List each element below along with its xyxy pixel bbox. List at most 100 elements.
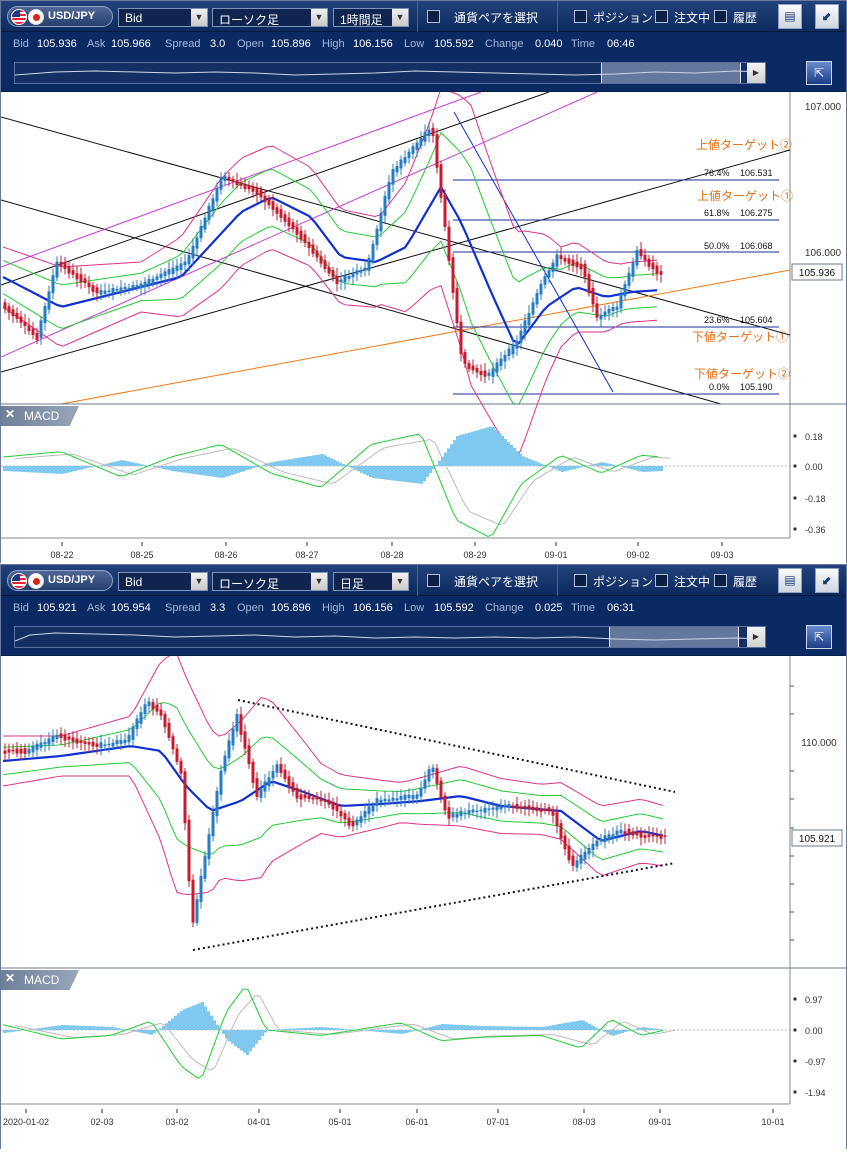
chart-type-select[interactable]: ローソク足 ▼ [212, 572, 328, 591]
navigator-window[interactable] [601, 63, 741, 83]
currency-pair-button[interactable]: USD/JPY [7, 570, 113, 591]
export-icon[interactable]: ▤ [778, 4, 802, 29]
macd-bar [480, 429, 483, 466]
price-type-select[interactable]: Bid ▼ [118, 8, 208, 27]
jump-latest-icon[interactable]: ⇱ [806, 61, 832, 85]
select-pair-checkbox[interactable] [427, 574, 440, 587]
candle-body [404, 795, 407, 800]
moving-average [3, 746, 663, 840]
macd-bar [186, 1008, 189, 1030]
candle-body [368, 806, 371, 814]
high-value: 106.156 [353, 38, 393, 50]
candle-body [340, 279, 343, 282]
macd-bar [351, 466, 354, 468]
jump-latest-icon[interactable]: ⇱ [806, 625, 832, 649]
candle-body [96, 287, 99, 293]
candle-body [600, 839, 603, 841]
history-checkbox[interactable] [714, 574, 727, 587]
candle-body [476, 368, 479, 373]
candle-body [84, 278, 87, 283]
time-value: 06:46 [607, 38, 635, 50]
macd-bar [450, 444, 453, 466]
candle-body [492, 808, 495, 810]
date-label: 08-27 [295, 550, 318, 560]
candle-body [628, 829, 631, 835]
candle-body [156, 705, 159, 712]
price-chart[interactable]: 110.000 105.921 0.97 0.00 -0.97 -1.94 [1, 656, 846, 1150]
navigator-next-icon[interactable]: ▶ [747, 627, 765, 647]
collapse-icon[interactable]: ⬋ [815, 4, 839, 29]
macd-bar [549, 1026, 552, 1030]
macd-bar [192, 1006, 195, 1030]
macd-bar [603, 463, 606, 467]
macd-bar [558, 1024, 561, 1030]
macd-bar [432, 1026, 435, 1030]
navigator-scrollbar[interactable]: ▶ [14, 62, 766, 84]
candle-body [364, 268, 367, 271]
candle-body [540, 809, 543, 812]
price-chart[interactable]: 107.000 106.000 76.4% 106. [1, 92, 846, 564]
close-icon[interactable]: ✕ [5, 407, 15, 421]
candle-body [456, 288, 459, 323]
candle-body [28, 326, 31, 331]
macd-bar [546, 1026, 549, 1030]
svg-text:0.97: 0.97 [805, 995, 823, 1005]
macd-bar [504, 439, 507, 466]
history-checkbox[interactable] [714, 10, 727, 23]
candle-body [552, 810, 555, 816]
bollinger-bands [3, 656, 663, 895]
macd-bar [408, 466, 411, 482]
navigator-window[interactable] [609, 627, 739, 647]
macd-bar [231, 1030, 234, 1044]
macd-bar [111, 1027, 114, 1030]
candle-body [600, 315, 603, 320]
candle-body [512, 344, 515, 354]
macd-bar [90, 1026, 93, 1030]
candle-body [80, 274, 83, 282]
macd-bar [660, 466, 663, 471]
candle-body [464, 813, 467, 815]
timeframe-select[interactable]: 1時間足 ▼ [333, 8, 409, 27]
macd-bar [198, 466, 201, 475]
candle-body [340, 811, 343, 816]
price-type-select[interactable]: Bid ▼ [118, 572, 208, 591]
candle-body [172, 268, 175, 274]
macd-bar [405, 466, 408, 482]
collapse-icon[interactable]: ⬋ [815, 568, 839, 593]
orders-checkbox[interactable] [655, 10, 668, 23]
candle-body [636, 250, 639, 266]
timeframe-select[interactable]: 日足 ▼ [333, 572, 409, 591]
candle-body [444, 796, 447, 811]
bollinger-inner-upper [3, 133, 657, 285]
macd-bar [228, 466, 231, 476]
candle-body [176, 748, 179, 761]
navigator-scrollbar[interactable]: ▶ [14, 626, 766, 648]
macd-bar [570, 1022, 573, 1030]
position-checkbox[interactable] [574, 10, 587, 23]
currency-pair-button[interactable]: USD/JPY [7, 6, 113, 27]
macd-bar [339, 1029, 342, 1030]
orders-checkbox[interactable] [655, 574, 668, 587]
candle-body [476, 811, 479, 813]
macd-bar [195, 466, 198, 474]
position-checkbox[interactable] [574, 574, 587, 587]
candle-body [144, 704, 147, 714]
candle-body [40, 743, 43, 748]
candle-body [24, 322, 27, 326]
candle-body [176, 266, 179, 272]
select-pair-checkbox[interactable] [427, 10, 440, 23]
macd-bar [87, 466, 90, 468]
navigator-next-icon[interactable]: ▶ [747, 63, 765, 83]
macd-bar [42, 466, 45, 473]
macd-bar [654, 1029, 657, 1030]
jp-flag-icon [28, 573, 44, 589]
change-value: 0.025 [535, 602, 563, 614]
macd-bar [18, 466, 21, 472]
chart-type-select[interactable]: ローソク足 ▼ [212, 8, 328, 27]
export-icon[interactable]: ▤ [778, 568, 802, 593]
candle-body [604, 835, 607, 842]
close-icon[interactable]: ✕ [5, 971, 15, 985]
candle-body [284, 214, 287, 221]
macd-bar [294, 1028, 297, 1030]
candle-body [280, 764, 283, 773]
